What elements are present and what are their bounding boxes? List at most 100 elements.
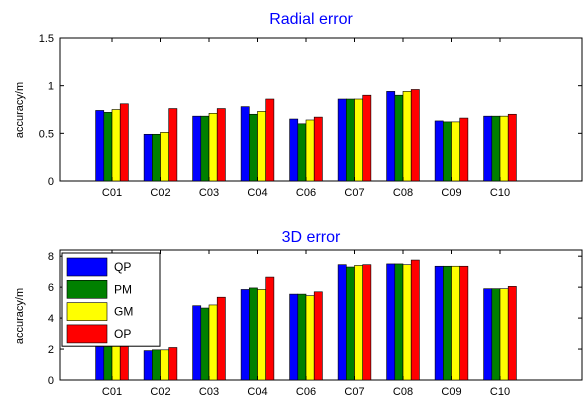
bar-op-c06 [313, 116, 323, 182]
bar-pm-c04 [249, 287, 258, 381]
bar-gm-c04 [257, 289, 266, 381]
y-tick-label: 1 [48, 81, 54, 93]
bar-pm-c06 [297, 293, 307, 381]
bar-gm-c02 [160, 132, 169, 182]
bar-op-c10 [507, 113, 517, 182]
chart-title: 3D error [282, 229, 341, 246]
bar-pm-c01 [103, 112, 113, 182]
bar-qp-c03 [192, 115, 202, 182]
bar-qp-c07 [337, 264, 347, 381]
x-tick-label: C07 [344, 187, 364, 199]
bar-op-c09 [459, 117, 469, 182]
x-tick-label: C09 [441, 386, 461, 398]
bar-op-c04 [265, 98, 275, 182]
x-tick-label: C02 [150, 386, 170, 398]
bar-op-c06 [313, 291, 323, 381]
bar-pm-c08 [394, 263, 404, 381]
x-tick-label: C06 [296, 386, 316, 398]
bar-gm-c03 [208, 304, 218, 381]
bar-op-c08 [410, 89, 420, 182]
bar-pm-c06 [297, 123, 307, 182]
bar-pm-c03 [200, 115, 210, 182]
x-tick-label: C07 [344, 386, 364, 398]
bars [95, 89, 517, 182]
x-tick-label: C10 [490, 386, 510, 398]
x-tick-label: C09 [441, 187, 461, 199]
bars [95, 259, 517, 381]
bar-op-c02 [168, 347, 178, 381]
bar-op-c02 [168, 108, 178, 182]
bar-op-c07 [362, 264, 372, 381]
bar-pm-c09 [442, 265, 452, 381]
bar-pm-c08 [394, 94, 404, 182]
bar-pm-c02 [152, 349, 161, 381]
bar-qp-c02 [143, 350, 153, 381]
x-tick-label: C01 [102, 386, 122, 398]
bar-gm-c03 [208, 113, 218, 182]
bar-gm-c01 [111, 109, 121, 182]
x-tick-label: C04 [247, 187, 267, 199]
bar-qp-c06 [289, 118, 299, 182]
y-ticks: 0 2 4 6 8 [48, 251, 582, 387]
bar-qp-c06 [289, 293, 299, 381]
y-tick-label: 8 [48, 251, 54, 263]
y-tick-label: 6 [48, 282, 54, 294]
y-tick-label: 1.5 [39, 33, 54, 45]
x-tick-label: C03 [199, 187, 219, 199]
y-axis-label: accuracy/m [14, 288, 26, 344]
bar-op-c07 [362, 94, 372, 182]
x-ticks: C01 C02 C03 C04 C06 C07 C08 C09 C10 [102, 38, 510, 199]
bar-pm-c02 [152, 133, 161, 182]
bar-gm-c08 [402, 264, 412, 381]
legend-swatch-op [66, 324, 108, 344]
bar-pm-c10 [491, 115, 501, 182]
bar-qp-c04 [240, 289, 250, 381]
bar-gm-c06 [305, 295, 315, 381]
bar-pm-c04 [249, 113, 258, 182]
x-tick-label: C08 [393, 386, 413, 398]
bar-op-c04 [265, 276, 275, 381]
legend-swatch-pm [66, 279, 108, 299]
bar-gm-c07 [354, 98, 363, 182]
y-tick-label: 2 [48, 344, 54, 356]
bar-op-c03 [216, 108, 226, 182]
y-tick-label: 0 [48, 375, 54, 387]
bar-op-c08 [410, 259, 420, 381]
bar-pm-c07 [345, 98, 355, 182]
bar-pm-c03 [200, 307, 210, 381]
x-ticks: C01 C02 C03 C04 C06 C07 C08 C09 C10 [102, 250, 510, 398]
bar-gm-c10 [499, 115, 509, 182]
bar-qp-c01 [95, 110, 105, 182]
legend-label-pm: PM [114, 282, 132, 296]
bar-op-c01 [119, 103, 129, 182]
x-tick-label: C06 [296, 187, 316, 199]
y-tick-label: 0 [48, 176, 54, 188]
bar-qp-c04 [240, 106, 250, 182]
bar-qp-c10 [483, 115, 493, 182]
legend: QP PM GM OP [61, 252, 161, 347]
bar-gm-c07 [354, 265, 363, 381]
bar-op-c03 [216, 296, 226, 381]
bar-gm-c04 [257, 111, 266, 182]
bar-op-c10 [507, 286, 517, 381]
radial-error-panel: Radial error accuracy/m 00.511.5 C01 C02 C… [14, 11, 583, 199]
y-tick-label: 4 [48, 313, 54, 325]
bar-pm-c09 [442, 121, 452, 182]
legend-swatch-gm [66, 302, 108, 321]
x-tick-label: C08 [393, 187, 413, 199]
bar-pm-c07 [345, 266, 355, 381]
bar-qp-c03 [192, 305, 202, 381]
x-tick-label: C02 [150, 187, 170, 199]
bar-gm-c10 [499, 288, 509, 381]
bar-qp-c10 [483, 288, 493, 381]
bar-gm-c09 [451, 265, 460, 381]
bar-gm-c09 [451, 121, 460, 182]
legend-label-qp: QP [114, 260, 131, 274]
bar-qp-c09 [434, 120, 444, 182]
bar-qp-c08 [386, 263, 396, 381]
y-axis-label: accuracy/m [14, 82, 26, 138]
bar-qp-c02 [143, 133, 153, 182]
x-tick-label: C01 [102, 187, 122, 199]
